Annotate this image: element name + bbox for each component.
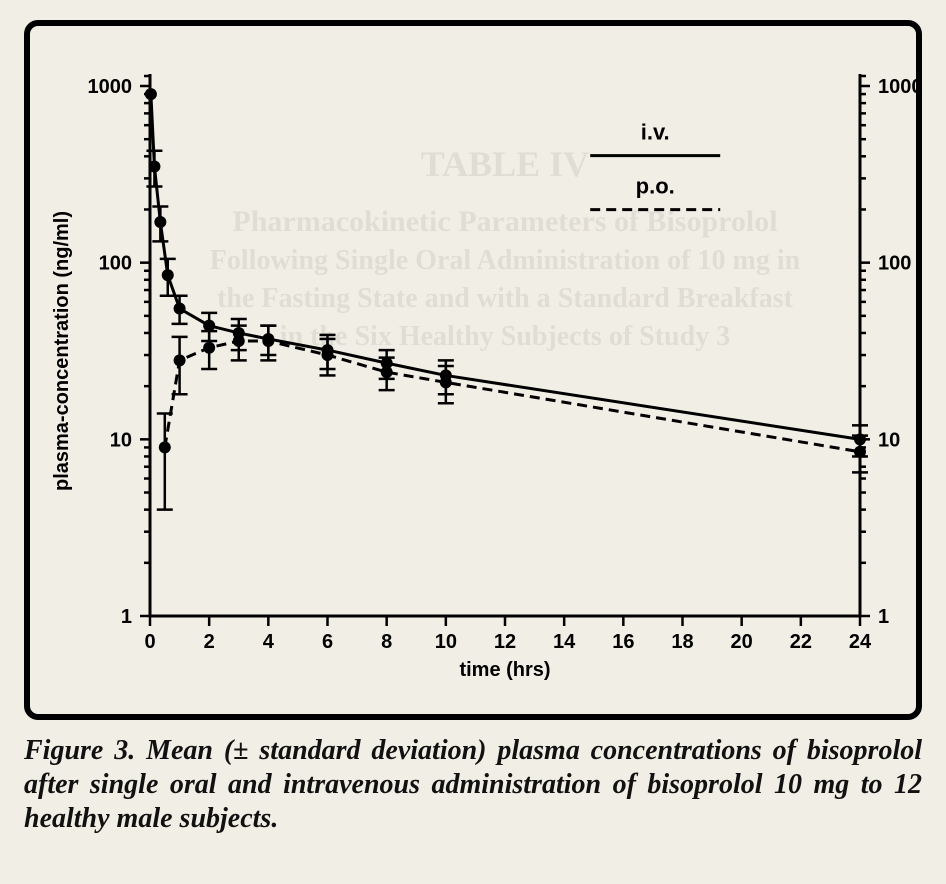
svg-text:1000: 1000 bbox=[878, 76, 916, 98]
svg-text:10: 10 bbox=[878, 429, 900, 451]
figure-caption: Figure 3. Mean (± standard deviation) pl… bbox=[24, 734, 922, 836]
svg-text:TABLE IV: TABLE IV bbox=[421, 144, 589, 184]
svg-text:18: 18 bbox=[671, 631, 693, 653]
svg-text:plasma-concentration (ng/ml): plasma-concentration (ng/ml) bbox=[51, 211, 73, 491]
chart-frame: TABLE IVPharmacokinetic Parameters of Bi… bbox=[24, 20, 922, 720]
svg-text:8: 8 bbox=[381, 631, 392, 653]
svg-text:100: 100 bbox=[878, 253, 911, 275]
svg-text:22: 22 bbox=[790, 631, 812, 653]
svg-text:12: 12 bbox=[494, 631, 516, 653]
svg-text:in the Six Healthy Subjects of: in the Six Healthy Subjects of Study 3 bbox=[280, 321, 730, 352]
svg-text:16: 16 bbox=[612, 631, 634, 653]
svg-text:20: 20 bbox=[731, 631, 753, 653]
svg-text:2: 2 bbox=[204, 631, 215, 653]
svg-text:i.v.: i.v. bbox=[641, 120, 670, 145]
svg-text:time (hrs): time (hrs) bbox=[459, 659, 550, 681]
svg-text:14: 14 bbox=[553, 631, 576, 653]
svg-text:the Fasting State and with a S: the Fasting State and with a Standard Br… bbox=[217, 283, 794, 314]
svg-text:1: 1 bbox=[121, 606, 132, 628]
svg-text:10: 10 bbox=[110, 429, 132, 451]
svg-text:6: 6 bbox=[322, 631, 333, 653]
svg-text:p.o.: p.o. bbox=[636, 174, 675, 199]
svg-text:Following Single Oral Administ: Following Single Oral Administration of … bbox=[210, 245, 801, 276]
svg-text:100: 100 bbox=[99, 253, 132, 275]
svg-text:0: 0 bbox=[144, 631, 155, 653]
svg-text:1000: 1000 bbox=[88, 76, 133, 98]
svg-text:24: 24 bbox=[849, 631, 872, 653]
svg-text:1: 1 bbox=[878, 606, 889, 628]
svg-text:4: 4 bbox=[263, 631, 275, 653]
svg-text:10: 10 bbox=[435, 631, 457, 653]
pk-chart: TABLE IVPharmacokinetic Parameters of Bi… bbox=[30, 26, 916, 714]
